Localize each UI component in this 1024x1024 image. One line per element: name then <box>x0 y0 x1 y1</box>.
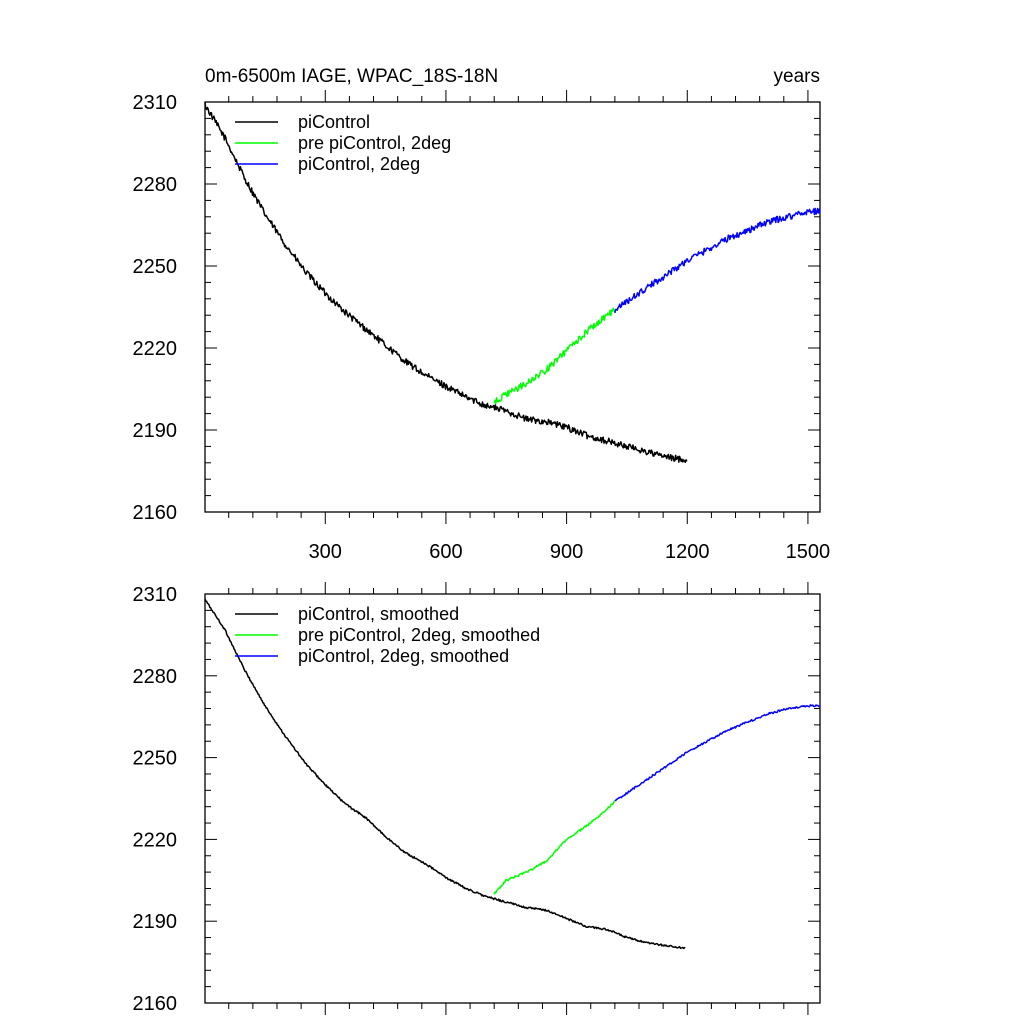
y-tick-label: 2250 <box>133 748 178 770</box>
x-tick-label: 1200 <box>665 541 710 563</box>
y-tick-label: 2190 <box>133 420 178 442</box>
x-tick-label: 300 <box>309 541 342 563</box>
y-tick-label: 2220 <box>133 338 178 360</box>
series-line <box>204 598 686 950</box>
series-line <box>614 704 821 802</box>
legend-label: piControl, smoothed <box>298 604 459 624</box>
chart-units-label: years <box>774 66 820 87</box>
chart-title: 0m-6500m IAGE, WPAC_18S-18N <box>205 66 498 87</box>
plot-frame <box>204 593 821 1004</box>
panel-bottom: 2160 2190 2220 2250 2280 2310 piControl, smoot… <box>133 582 821 1015</box>
x-tick-label: 600 <box>429 541 462 563</box>
y-tick-label: 2160 <box>133 993 178 1015</box>
legend-label: piControl, 2deg, smoothed <box>298 646 509 666</box>
y-tick-label: 2160 <box>133 502 178 524</box>
series-line <box>493 307 616 405</box>
series-line <box>614 207 821 313</box>
legend-label: piControl <box>298 112 370 132</box>
y-tick-label: 2280 <box>133 174 178 196</box>
x-tick-label: 900 <box>550 541 583 563</box>
plot-frame <box>204 101 821 513</box>
legend-label: pre piControl, 2deg, smoothed <box>298 625 540 645</box>
series-line <box>493 800 616 895</box>
x-tick-label: 1500 <box>786 541 831 563</box>
y-tick-label: 2190 <box>133 911 178 933</box>
y-tick-label: 2310 <box>133 584 178 606</box>
y-tick-label: 2310 <box>133 92 178 114</box>
panel-top: 2160 2190 2220 2250 2280 2310 300 600 900 1200 150… <box>133 90 831 563</box>
y-tick-label: 2250 <box>133 256 178 278</box>
legend-label: piControl, 2deg <box>298 154 420 174</box>
y-tick-label: 2280 <box>133 666 178 688</box>
legend-label: pre piControl, 2deg <box>298 133 451 153</box>
series-line <box>204 102 688 463</box>
y-tick-label: 2220 <box>133 829 178 851</box>
